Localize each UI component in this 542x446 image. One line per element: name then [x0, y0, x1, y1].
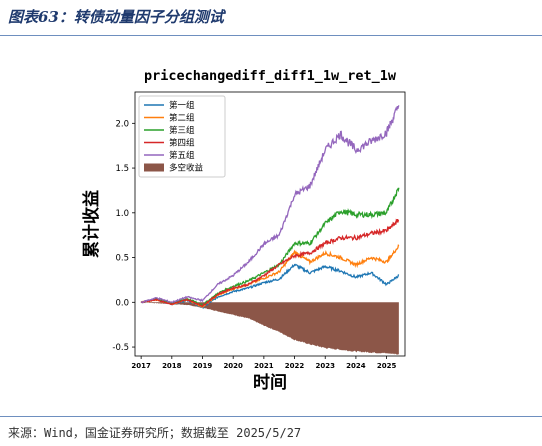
top-divider [0, 35, 542, 36]
y-tick-label: 0.5 [115, 254, 129, 264]
legend-label-3: 第三组 [169, 125, 195, 136]
x-tick-label: 2019 [193, 362, 213, 370]
legend-label-4: 第四组 [169, 138, 195, 149]
y-tick-label: -0.5 [112, 343, 129, 353]
x-axis-ticks: 2017 2018 2019 2020 2021 2022 2023 2024 2025 [131, 356, 396, 370]
cumulative-return-chart: pricechangediff_diff1_1w_ret_1w -0.5 0.0 0… [81, 68, 406, 393]
x-tick-label: 2022 [285, 362, 305, 370]
bottom-divider [0, 416, 542, 417]
x-tick-label: 2024 [346, 362, 366, 370]
x-tick-label: 2025 [377, 362, 397, 370]
y-tick-label: 1.5 [115, 164, 129, 174]
series-lines-layer [140, 105, 400, 310]
plot-frame [134, 91, 406, 357]
long-short-area-layer [141, 302, 399, 355]
figure-caption: 图表63：转债动量因子分组测试 [8, 8, 224, 26]
legend-box [138, 95, 226, 178]
legend-label-6: 多空收益 [169, 163, 204, 174]
legend-swatch-6 [144, 163, 164, 172]
series-line-5 [141, 105, 400, 304]
y-axis-ticks: -0.5 0.0 0.5 1.0 1.5 2.0 [112, 119, 135, 353]
series-line-3 [140, 187, 400, 307]
legend-label-5: 第五组 [169, 150, 195, 161]
series-line-2 [140, 243, 400, 308]
x-tick-label: 2018 [162, 362, 182, 370]
y-axis-label: 累计收益 [81, 190, 102, 258]
chart-title: pricechangediff_diff1_1w_ret_1w [144, 68, 397, 84]
y-tick-label: 2.0 [115, 119, 129, 129]
y-tick-label: 0.0 [115, 298, 129, 308]
series-line-4 [140, 218, 400, 308]
y-tick-label: 1.0 [115, 209, 129, 219]
x-axis-label: 时间 [253, 372, 287, 393]
legend-label-2: 第二组 [169, 113, 195, 124]
x-tick-label: 2021 [254, 362, 274, 370]
x-tick-label: 2023 [315, 362, 335, 370]
legend-label-1: 第一组 [169, 100, 195, 111]
source-note: 来源：Wind，国金证券研究所；数据截至 2025/5/27 [8, 426, 302, 440]
long-short-area [141, 302, 399, 355]
x-tick-label: 2017 [131, 362, 151, 370]
x-tick-label: 2020 [223, 362, 243, 370]
